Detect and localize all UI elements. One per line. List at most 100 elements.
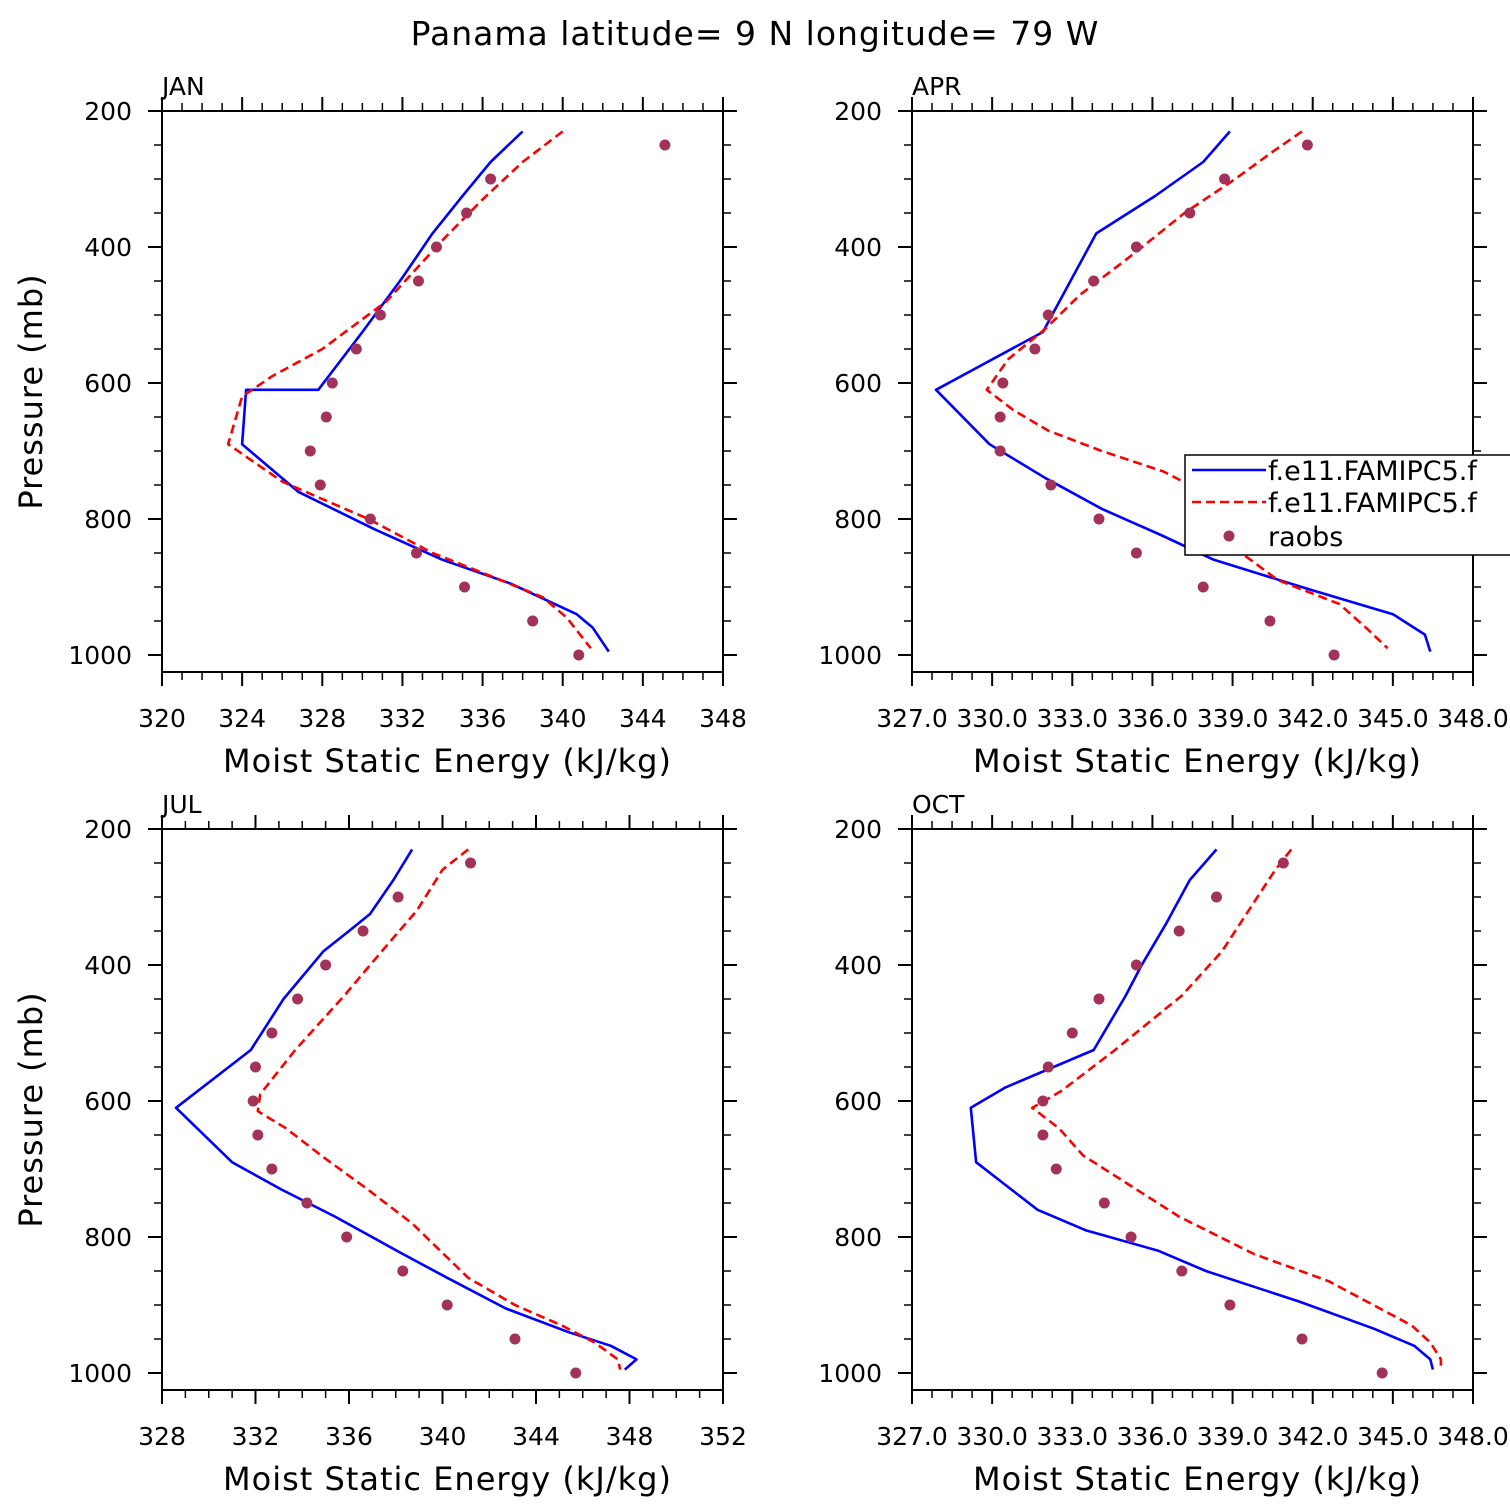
raobs-point: [252, 1129, 264, 1141]
plot-area: [969, 848, 1443, 1379]
y-tick-label: 200: [834, 815, 882, 844]
y-tick-label: 400: [84, 233, 132, 262]
x-tick-label: 333.0: [1036, 1422, 1108, 1451]
x-axis-label: Moist Static Energy (kJ/kg): [223, 742, 672, 780]
raobs-point: [1029, 343, 1041, 355]
raobs-point: [461, 207, 473, 219]
raobs-point: [485, 173, 497, 185]
x-tick-label: 344: [512, 1422, 560, 1451]
x-axis-label: Moist Static Energy (kJ/kg): [973, 1460, 1422, 1498]
raobs-point: [1037, 1095, 1049, 1107]
y-tick-label: 1000: [818, 641, 882, 670]
raobs-point: [1042, 1061, 1054, 1073]
x-tick-label: 340: [539, 704, 587, 733]
x-tick-label: 328: [298, 704, 346, 733]
plot-area: [226, 130, 671, 661]
plot-area: [174, 848, 638, 1379]
raobs-point: [465, 857, 477, 869]
raobs-point: [1176, 1265, 1188, 1277]
panel-title: OCT: [912, 790, 965, 819]
raobs-point: [266, 1027, 278, 1039]
x-tick-label: 348.0: [1437, 704, 1509, 733]
y-tick-label: 600: [834, 1087, 882, 1116]
model1-line: [934, 130, 1432, 652]
raobs-point: [1211, 891, 1223, 903]
raobs-point: [1098, 1197, 1110, 1209]
raobs-point: [1328, 649, 1340, 661]
x-tick-label: 336: [325, 1422, 373, 1451]
panels: 320 324 328 332 336 340 344 348 200 400 600 800 1000…: [12, 72, 1510, 1498]
model1-line: [240, 130, 610, 653]
x-tick-label: 342.0: [1277, 704, 1349, 733]
x-tick-label: 348: [606, 1422, 654, 1451]
raobs-point: [1050, 1163, 1062, 1175]
x-tick-label: 324: [218, 704, 266, 733]
raobs-point: [412, 275, 424, 287]
raobs-point: [1130, 241, 1142, 253]
y-tick-label: 400: [84, 951, 132, 980]
raobs-point: [573, 649, 585, 661]
x-tick-label: 332: [379, 704, 427, 733]
x-axis-label: Moist Static Energy (kJ/kg): [223, 1460, 672, 1498]
y-tick-label: 600: [84, 1087, 132, 1116]
raobs-point: [459, 581, 471, 593]
x-tick-label: 328: [138, 1422, 186, 1451]
x-tick-label: 348: [699, 704, 747, 733]
x-tick-label: 352: [699, 1422, 747, 1451]
plot-frame: [911, 828, 1474, 1391]
y-tick-label: 800: [84, 1223, 132, 1252]
y-tick-label: 800: [834, 505, 882, 534]
y-tick-label: 400: [834, 233, 882, 262]
raobs-point: [659, 139, 671, 151]
raobs-point: [247, 1095, 259, 1107]
x-tick-label: 332: [232, 1422, 280, 1451]
raobs-point: [341, 1231, 353, 1243]
raobs-point: [301, 1197, 313, 1209]
raobs-point: [1130, 547, 1142, 559]
model1-line: [174, 848, 638, 1371]
model2-line: [256, 848, 622, 1370]
legend-entry-label: f.e11.FAMIPC5.f: [1268, 488, 1478, 519]
raobs-point: [392, 891, 404, 903]
x-tick-label: 348.0: [1437, 1422, 1509, 1451]
x-tick-label: 327.0: [876, 704, 948, 733]
panel-apr: 327.0 330.0 333.0 336.0 339.0 342.0 345.0 348.0…: [818, 72, 1510, 780]
x-tick-label: 336: [459, 704, 507, 733]
panel-jan: 320 324 328 332 336 340 344 348 200 400 600 800 1000…: [12, 72, 747, 780]
raobs-point: [1197, 581, 1209, 593]
x-tick-label: 336.0: [1117, 704, 1189, 733]
raobs-point: [292, 993, 304, 1005]
y-tick-label: 200: [84, 815, 132, 844]
raobs-point: [320, 411, 332, 423]
raobs-point: [266, 1163, 278, 1175]
raobs-point: [1376, 1367, 1388, 1379]
x-tick-label: 340: [419, 1422, 467, 1451]
x-tick-label: 336.0: [1117, 1422, 1189, 1451]
figure-title: Panama latitude= 9 N longitude= 79 W: [411, 14, 1100, 53]
model2-line: [1030, 848, 1443, 1370]
model2-line: [226, 130, 592, 650]
raobs-point: [326, 377, 338, 389]
raobs-point: [374, 309, 386, 321]
x-tick-label: 345.0: [1357, 704, 1429, 733]
raobs-point: [320, 959, 332, 971]
raobs-point: [1301, 139, 1313, 151]
x-tick-label: 333.0: [1036, 704, 1108, 733]
legend-entry-label: raobs: [1268, 522, 1343, 553]
raobs-point: [314, 479, 326, 491]
plot-frame: [911, 110, 1474, 673]
raobs-point: [410, 547, 422, 559]
plot-area: [934, 130, 1432, 661]
raobs-point: [350, 343, 362, 355]
panel-oct: 327.0 330.0 333.0 336.0 339.0 342.0 345.0 348.0…: [818, 790, 1508, 1498]
panel-title: JAN: [160, 72, 205, 101]
panel-title: JUL: [160, 790, 202, 819]
x-tick-label: 339.0: [1197, 704, 1269, 733]
panel-jul: 328 332 336 340 344 348 352 200 400 600 800 1000 JUL…: [12, 790, 747, 1498]
y-tick-label: 1000: [818, 1359, 882, 1388]
raobs-point: [1066, 1027, 1078, 1039]
raobs-point: [441, 1299, 453, 1311]
x-tick-label: 320: [138, 704, 186, 733]
